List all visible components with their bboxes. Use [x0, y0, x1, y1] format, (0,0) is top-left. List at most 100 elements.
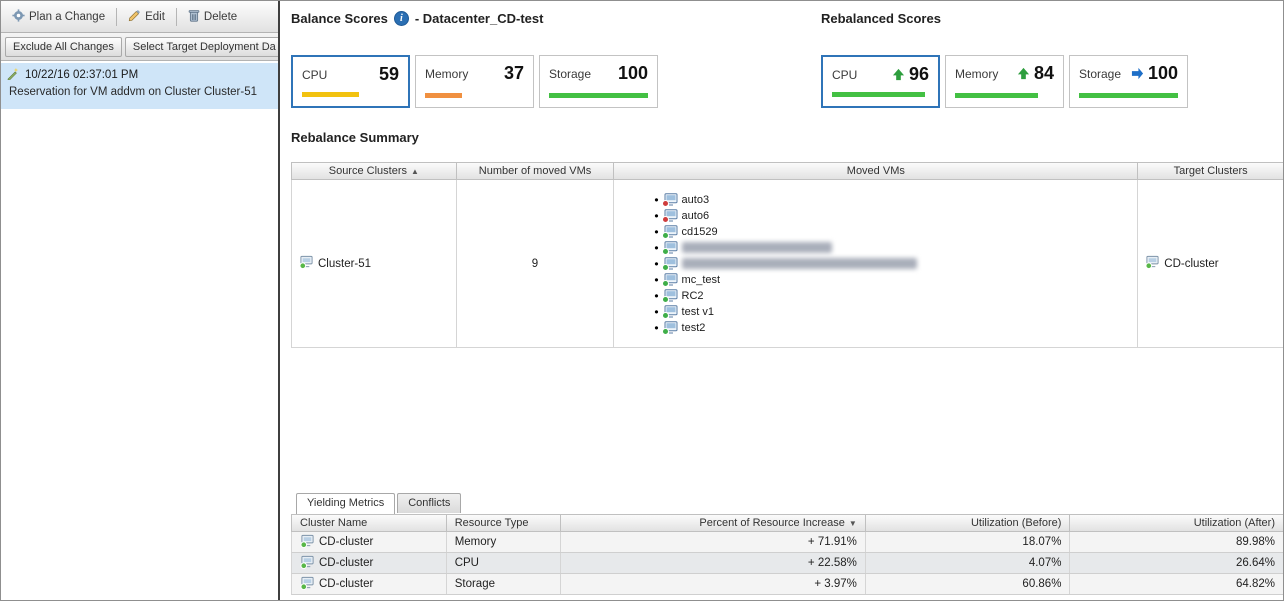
- vm-name: auto3: [681, 193, 710, 206]
- balance-scores-heading: Balance Scores i - Datacenter_CD-test: [291, 11, 543, 26]
- vm-status-badge: [661, 200, 669, 207]
- score-bar-track: [955, 93, 1054, 98]
- target-cluster-cell: CD-cluster: [1138, 180, 1283, 347]
- column-header-utilization-before[interactable]: Utilization (Before): [866, 515, 1071, 531]
- rebalance-summary-table: Source Clusters ▲ Number of moved VMs Mo…: [291, 162, 1283, 348]
- vm-icon: [661, 209, 678, 223]
- column-header-source-clusters[interactable]: Source Clusters ▲: [292, 163, 457, 179]
- summary-table-row[interactable]: Cluster-51 9 auto3 auto6: [291, 180, 1283, 348]
- score-bar: [549, 93, 648, 98]
- score-card-memory[interactable]: Memory 37: [415, 55, 534, 108]
- column-header-target-clusters[interactable]: Target Clusters: [1173, 165, 1248, 177]
- column-header-cluster-name[interactable]: Cluster Name: [292, 515, 447, 531]
- score-value: 84: [1033, 63, 1054, 83]
- change-icon: [7, 67, 20, 83]
- score-label: Storage: [549, 66, 592, 81]
- cluster-icon: [300, 576, 315, 593]
- list-item: RC2: [654, 288, 1137, 304]
- cluster-icon: [300, 555, 315, 572]
- table-row[interactable]: CD-cluster Storage + 3.97% 60.86% 64.82%: [291, 574, 1283, 595]
- vm-status-badge: [661, 248, 669, 255]
- vm-name: auto6: [681, 209, 710, 222]
- vm-icon: [661, 257, 678, 271]
- vm-status-badge: [661, 232, 669, 239]
- vm-status-badge: [661, 216, 669, 223]
- summary-table-header: Source Clusters ▲ Number of moved VMs Mo…: [291, 162, 1283, 180]
- source-cluster-name: Cluster-51: [318, 257, 372, 270]
- change-list-item-selected[interactable]: 10/22/16 02:37:01 PM Reservation for VM …: [1, 63, 278, 109]
- vm-icon: [661, 241, 678, 255]
- moved-vms-cell: auto3 auto6 cd1529: [614, 180, 1139, 347]
- vm-name: test v1: [681, 305, 714, 318]
- plan-a-change-icon: [12, 8, 25, 25]
- table-row[interactable]: CD-cluster Memory + 71.91% 18.07% 89.98%: [291, 532, 1283, 553]
- rebalanced-scores-title: Rebalanced Scores: [821, 11, 941, 26]
- change-description: Reservation for VM addvm on Cluster Clus…: [9, 86, 257, 98]
- rebalanced-card-memory[interactable]: Memory 84: [945, 55, 1064, 108]
- vm-status-badge: [661, 280, 669, 287]
- rebalanced-scores-heading: Rebalanced Scores: [821, 11, 941, 26]
- rebalanced-card-cpu[interactable]: CPU 96: [821, 55, 940, 108]
- vm-name: RC2: [681, 289, 704, 302]
- score-label: Storage: [1079, 66, 1122, 81]
- select-target-deployment-button[interactable]: Select Target Deployment Da: [124, 36, 278, 57]
- moved-count-cell: 9: [457, 180, 615, 347]
- moved-vms-list: auto3 auto6 cd1529: [614, 180, 1137, 347]
- rebalance-summary-title: Rebalance Summary: [291, 130, 419, 145]
- cluster-icon: [299, 255, 314, 272]
- rebalanced-card-storage[interactable]: Storage 100: [1069, 55, 1188, 108]
- vm-name: cd1529: [681, 225, 718, 238]
- list-item: cd1529: [654, 224, 1137, 240]
- percent-increase-cell: + 71.91%: [561, 532, 866, 552]
- edit-icon: [128, 9, 141, 25]
- score-card-cpu[interactable]: CPU 59: [291, 55, 410, 108]
- list-item: auto3: [654, 192, 1137, 208]
- vm-icon: [661, 193, 678, 207]
- change-timestamp: 10/22/16 02:37:01 PM: [25, 69, 139, 81]
- score-value: 100: [1147, 63, 1178, 83]
- cluster-name-cell: CD-cluster: [292, 574, 447, 594]
- source-cluster-cell: Cluster-51: [292, 180, 457, 347]
- score-value: 100: [617, 63, 648, 83]
- trend-right-icon: [1131, 67, 1144, 80]
- score-value: 59: [378, 64, 399, 84]
- yielding-metrics-table: Cluster Name Resource Type Percent of Re…: [291, 514, 1283, 595]
- cluster-icon: [1145, 255, 1160, 272]
- vm-status-badge: [661, 328, 669, 335]
- edit-button[interactable]: Edit: [121, 5, 172, 29]
- change-toolbar: Plan a Change Edit Delete: [1, 1, 278, 33]
- vm-icon: [661, 321, 678, 335]
- plan-a-change-button[interactable]: Plan a Change: [5, 5, 112, 29]
- tab-yielding-metrics[interactable]: Yielding Metrics: [296, 493, 396, 514]
- column-header-moved-count[interactable]: Number of moved VMs: [457, 163, 615, 179]
- exclude-all-changes-button[interactable]: Exclude All Changes: [5, 36, 122, 57]
- table-row[interactable]: CD-cluster CPU + 22.58% 4.07% 26.64%: [291, 553, 1283, 574]
- score-value: 37: [503, 63, 524, 83]
- score-card-storage[interactable]: Storage 100: [539, 55, 658, 108]
- list-item: auto6: [654, 208, 1137, 224]
- resource-type-cell: CPU: [447, 553, 562, 573]
- column-header-resource-type[interactable]: Resource Type: [447, 515, 562, 531]
- column-header-utilization-after[interactable]: Utilization (After): [1193, 517, 1275, 529]
- score-bar: [1079, 93, 1178, 98]
- score-bar: [302, 92, 360, 97]
- metrics-table-header: Cluster Name Resource Type Percent of Re…: [291, 514, 1283, 532]
- toolbar-separator: [175, 7, 177, 26]
- column-header-percent-increase[interactable]: Percent of Resource Increase ▼: [561, 515, 866, 531]
- tab-conflicts[interactable]: Conflicts: [397, 493, 462, 513]
- vm-icon: [661, 225, 678, 239]
- utilization-before-cell: 60.86%: [866, 574, 1071, 594]
- vm-name-redacted: [681, 258, 917, 269]
- toolbar-separator: [116, 7, 118, 26]
- actions-toolbar: Exclude All Changes Select Target Deploy…: [1, 33, 278, 61]
- score-bar-track: [832, 92, 929, 97]
- list-item: mc_test: [654, 272, 1137, 288]
- panel-divider[interactable]: [278, 1, 280, 600]
- info-icon[interactable]: i: [393, 11, 409, 26]
- score-label: CPU: [302, 67, 328, 82]
- score-value: 96: [908, 64, 929, 84]
- score-bar-track: [549, 93, 648, 98]
- column-header-moved-vms[interactable]: Moved VMs: [614, 163, 1139, 179]
- delete-button[interactable]: Delete: [181, 5, 244, 29]
